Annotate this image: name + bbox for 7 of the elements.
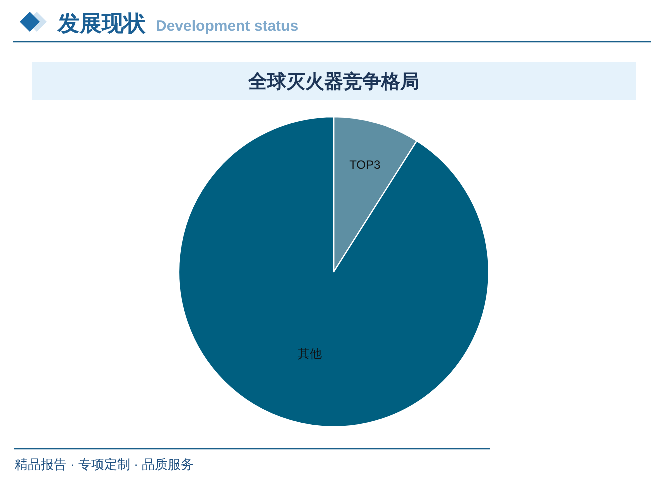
- pie-slice: [178, 116, 490, 428]
- slice-label: 其他: [298, 346, 322, 361]
- text: 精品报告 · 专项定制 · 品质服务: [15, 457, 194, 472]
- chart-title: 全球灭火器竞争格局: [248, 71, 420, 93]
- text: Development status: [156, 18, 299, 35]
- slice-label: TOP3: [350, 158, 382, 172]
- text: 发展现状: [57, 11, 147, 36]
